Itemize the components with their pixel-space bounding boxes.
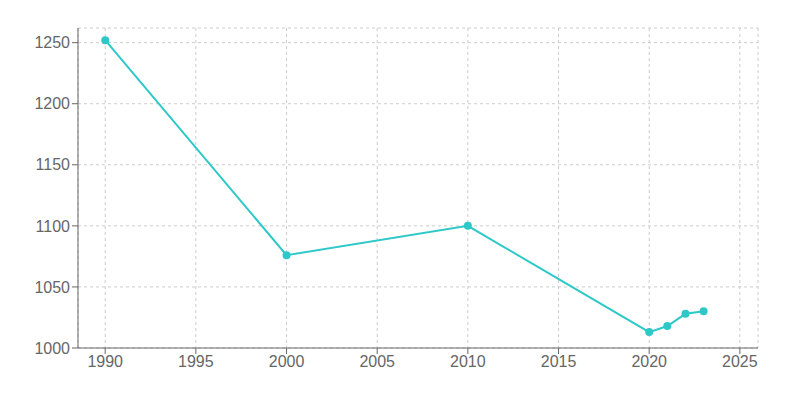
svg-text:1050: 1050	[34, 279, 70, 296]
svg-text:1000: 1000	[34, 340, 70, 357]
svg-text:1100: 1100	[36, 218, 71, 235]
svg-text:2020: 2020	[631, 353, 667, 370]
svg-text:2010: 2010	[450, 353, 486, 370]
svg-text:1250: 1250	[34, 34, 70, 51]
svg-text:1990: 1990	[87, 353, 123, 370]
svg-text:1150: 1150	[36, 156, 71, 173]
svg-text:2000: 2000	[269, 353, 305, 370]
svg-text:1200: 1200	[34, 95, 70, 112]
svg-text:2025: 2025	[722, 353, 758, 370]
svg-text:2005: 2005	[359, 353, 395, 370]
svg-text:1995: 1995	[178, 353, 214, 370]
svg-text:2015: 2015	[541, 353, 577, 370]
